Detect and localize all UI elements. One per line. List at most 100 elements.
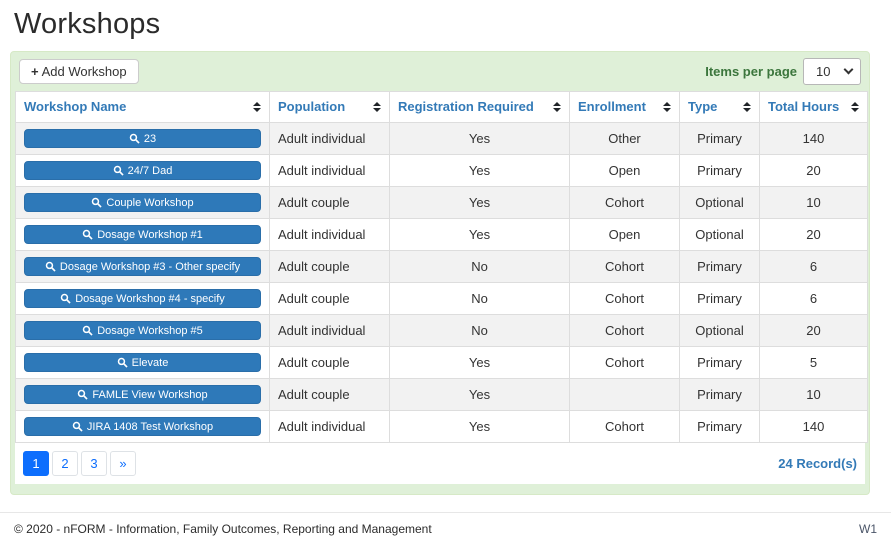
sort-icon[interactable] bbox=[253, 102, 261, 112]
cell-type: Primary bbox=[679, 410, 760, 443]
cell-population: Adult individual bbox=[269, 314, 390, 347]
cell-workshop-name: JIRA 1408 Test Workshop bbox=[15, 410, 270, 443]
column-header-enrollment[interactable]: Enrollment bbox=[569, 91, 680, 123]
pagination-page-button[interactable]: 1 bbox=[23, 451, 49, 476]
column-header-workshop-name[interactable]: Workshop Name bbox=[15, 91, 270, 123]
pagination-next-button[interactable]: » bbox=[110, 451, 136, 476]
cell-type: Optional bbox=[679, 218, 760, 251]
cell-enrollment: Cohort bbox=[569, 410, 680, 443]
cell-population: Adult couple bbox=[269, 186, 390, 219]
cell-enrollment: Open bbox=[569, 218, 680, 251]
table-row: 23 Adult individual Yes Other Primary 14… bbox=[15, 122, 868, 155]
cell-total-hours: 140 bbox=[759, 122, 868, 155]
column-header-total-hours[interactable]: Total Hours bbox=[759, 91, 868, 123]
cell-type: Primary bbox=[679, 250, 760, 283]
cell-registration-required: Yes bbox=[389, 346, 570, 379]
workshop-name-button[interactable]: Elevate bbox=[24, 353, 261, 372]
table-row: Elevate Adult couple Yes Cohort Primary … bbox=[15, 346, 868, 379]
items-per-page-label: Items per page bbox=[705, 64, 797, 79]
footer-version: W1 bbox=[859, 522, 877, 536]
cell-population: Adult couple bbox=[269, 282, 390, 315]
cell-population: Adult couple bbox=[269, 378, 390, 411]
column-header-label: Type bbox=[688, 99, 718, 114]
cell-enrollment: Open bbox=[569, 154, 680, 187]
cell-registration-required: Yes bbox=[389, 154, 570, 187]
add-workshop-button[interactable]: + Add Workshop bbox=[19, 59, 139, 84]
search-icon bbox=[60, 293, 71, 304]
sort-icon[interactable] bbox=[663, 102, 671, 112]
workshop-name-button[interactable]: Dosage Workshop #1 bbox=[24, 225, 261, 244]
column-header-type[interactable]: Type bbox=[679, 91, 760, 123]
cell-workshop-name: FAMLE View Workshop bbox=[15, 378, 270, 411]
cell-type: Primary bbox=[679, 378, 760, 411]
pagination-page-button[interactable]: 2 bbox=[52, 451, 78, 476]
cell-registration-required: Yes bbox=[389, 410, 570, 443]
workshop-name-label: Dosage Workshop #4 - specify bbox=[75, 292, 225, 305]
column-header-label: Registration Required bbox=[398, 99, 534, 114]
table-row: Couple Workshop Adult couple Yes Cohort … bbox=[15, 186, 868, 219]
workshops-table: Workshop Name Population Registration Re… bbox=[15, 91, 868, 443]
cell-workshop-name: Couple Workshop bbox=[15, 186, 270, 219]
workshop-name-button[interactable]: Couple Workshop bbox=[24, 193, 261, 212]
plus-icon: + bbox=[31, 64, 39, 79]
cell-total-hours: 20 bbox=[759, 314, 868, 347]
cell-registration-required: No bbox=[389, 314, 570, 347]
table-row: FAMLE View Workshop Adult couple Yes Pri… bbox=[15, 378, 868, 411]
cell-population: Adult individual bbox=[269, 410, 390, 443]
pagination-page-button[interactable]: 3 bbox=[81, 451, 107, 476]
search-icon bbox=[45, 261, 56, 272]
cell-type: Primary bbox=[679, 154, 760, 187]
search-icon bbox=[82, 229, 93, 240]
cell-type: Optional bbox=[679, 186, 760, 219]
cell-total-hours: 20 bbox=[759, 154, 868, 187]
items-per-page-select-wrap: 10 bbox=[803, 58, 861, 85]
table-row: 24/7 Dad Adult individual Yes Open Prima… bbox=[15, 154, 868, 187]
cell-workshop-name: Dosage Workshop #1 bbox=[15, 218, 270, 251]
cell-enrollment: Cohort bbox=[569, 346, 680, 379]
workshop-name-button[interactable]: 24/7 Dad bbox=[24, 161, 261, 180]
cell-enrollment: Cohort bbox=[569, 186, 680, 219]
sort-icon[interactable] bbox=[553, 102, 561, 112]
cell-workshop-name: Dosage Workshop #4 - specify bbox=[15, 282, 270, 315]
table-row: JIRA 1408 Test Workshop Adult individual… bbox=[15, 410, 868, 443]
workshop-name-button[interactable]: 23 bbox=[24, 129, 261, 148]
workshops-panel: + Add Workshop Items per page 10 bbox=[10, 51, 870, 495]
workshop-name-label: 24/7 Dad bbox=[127, 164, 173, 177]
table-row: Dosage Workshop #5 Adult individual No C… bbox=[15, 314, 868, 347]
cell-enrollment bbox=[569, 378, 680, 411]
cell-workshop-name: Dosage Workshop #3 - Other specify bbox=[15, 250, 270, 283]
column-header-population[interactable]: Population bbox=[269, 91, 390, 123]
cell-type: Primary bbox=[679, 346, 760, 379]
sort-icon[interactable] bbox=[851, 102, 859, 112]
items-per-page-select[interactable]: 10 bbox=[803, 58, 861, 85]
cell-registration-required: Yes bbox=[389, 186, 570, 219]
workshops-table-wrap: Workshop Name Population Registration Re… bbox=[15, 91, 868, 484]
cell-enrollment: Other bbox=[569, 122, 680, 155]
workshop-name-button[interactable]: FAMLE View Workshop bbox=[24, 385, 261, 404]
column-header-registration-required[interactable]: Registration Required bbox=[389, 91, 570, 123]
cell-population: Adult individual bbox=[269, 218, 390, 251]
cell-registration-required: Yes bbox=[389, 122, 570, 155]
footer: © 2020 - nFORM - Information, Family Out… bbox=[0, 512, 891, 536]
cell-total-hours: 6 bbox=[759, 282, 868, 315]
sort-icon[interactable] bbox=[373, 102, 381, 112]
cell-total-hours: 10 bbox=[759, 186, 868, 219]
sort-icon[interactable] bbox=[743, 102, 751, 112]
cell-workshop-name: 23 bbox=[15, 122, 270, 155]
cell-total-hours: 10 bbox=[759, 378, 868, 411]
workshop-name-label: Dosage Workshop #5 bbox=[97, 324, 203, 337]
table-header-row: Workshop Name Population Registration Re… bbox=[15, 91, 868, 123]
workshop-name-button[interactable]: Dosage Workshop #4 - specify bbox=[24, 289, 261, 308]
column-header-label: Population bbox=[278, 99, 346, 114]
cell-registration-required: Yes bbox=[389, 218, 570, 251]
cell-total-hours: 5 bbox=[759, 346, 868, 379]
workshop-name-button[interactable]: JIRA 1408 Test Workshop bbox=[24, 417, 261, 436]
workshop-name-button[interactable]: Dosage Workshop #3 - Other specify bbox=[24, 257, 261, 276]
cell-enrollment: Cohort bbox=[569, 250, 680, 283]
search-icon bbox=[113, 165, 124, 176]
page-title: Workshops bbox=[14, 8, 161, 40]
workshop-name-button[interactable]: Dosage Workshop #5 bbox=[24, 321, 261, 340]
cell-total-hours: 140 bbox=[759, 410, 868, 443]
cell-registration-required: No bbox=[389, 282, 570, 315]
search-icon bbox=[72, 421, 83, 432]
